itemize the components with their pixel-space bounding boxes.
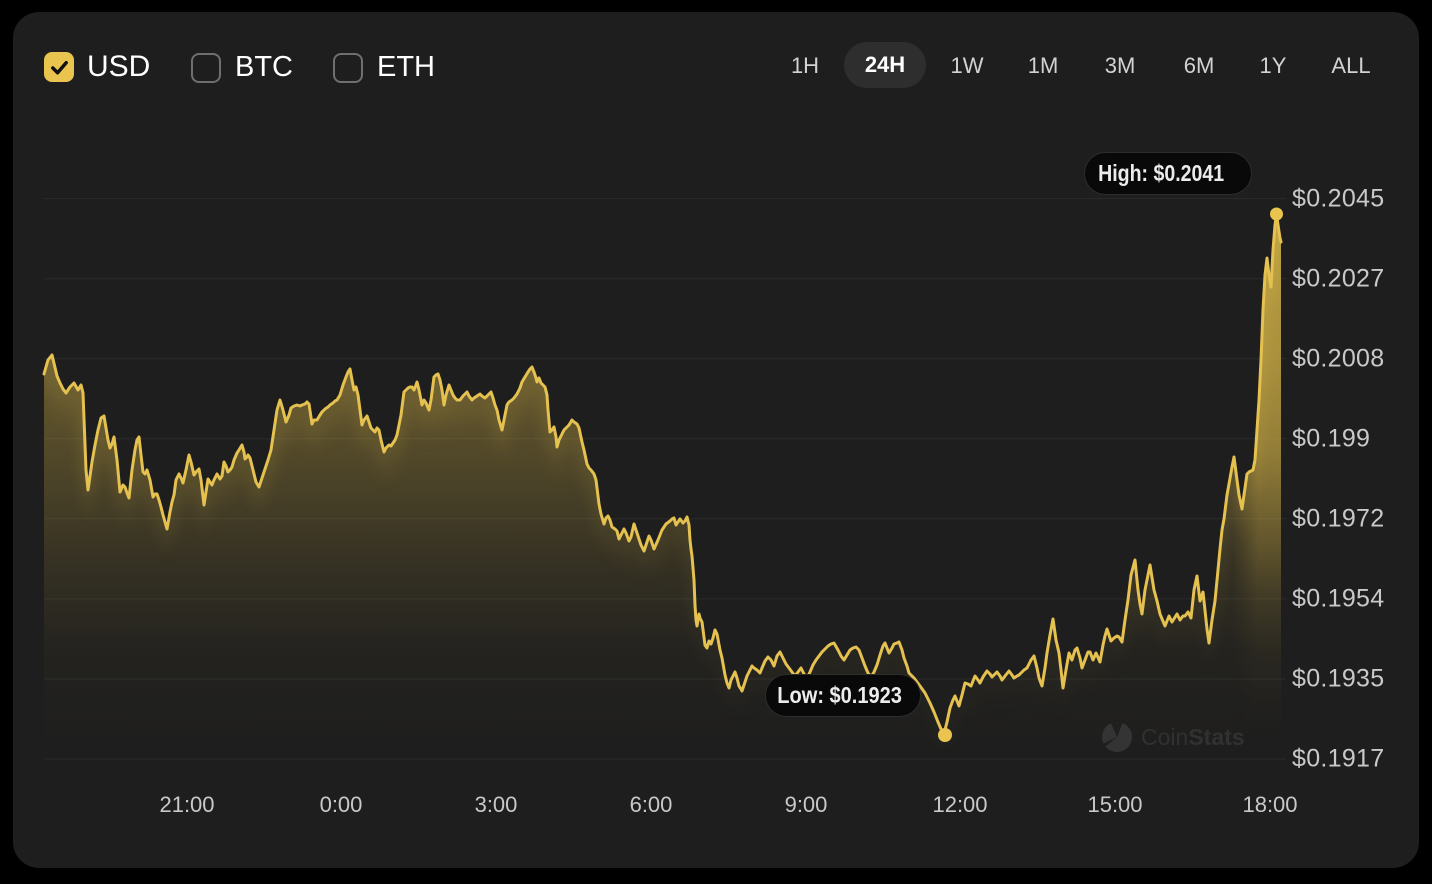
svg-text:CoinStats: CoinStats [1141,724,1245,750]
